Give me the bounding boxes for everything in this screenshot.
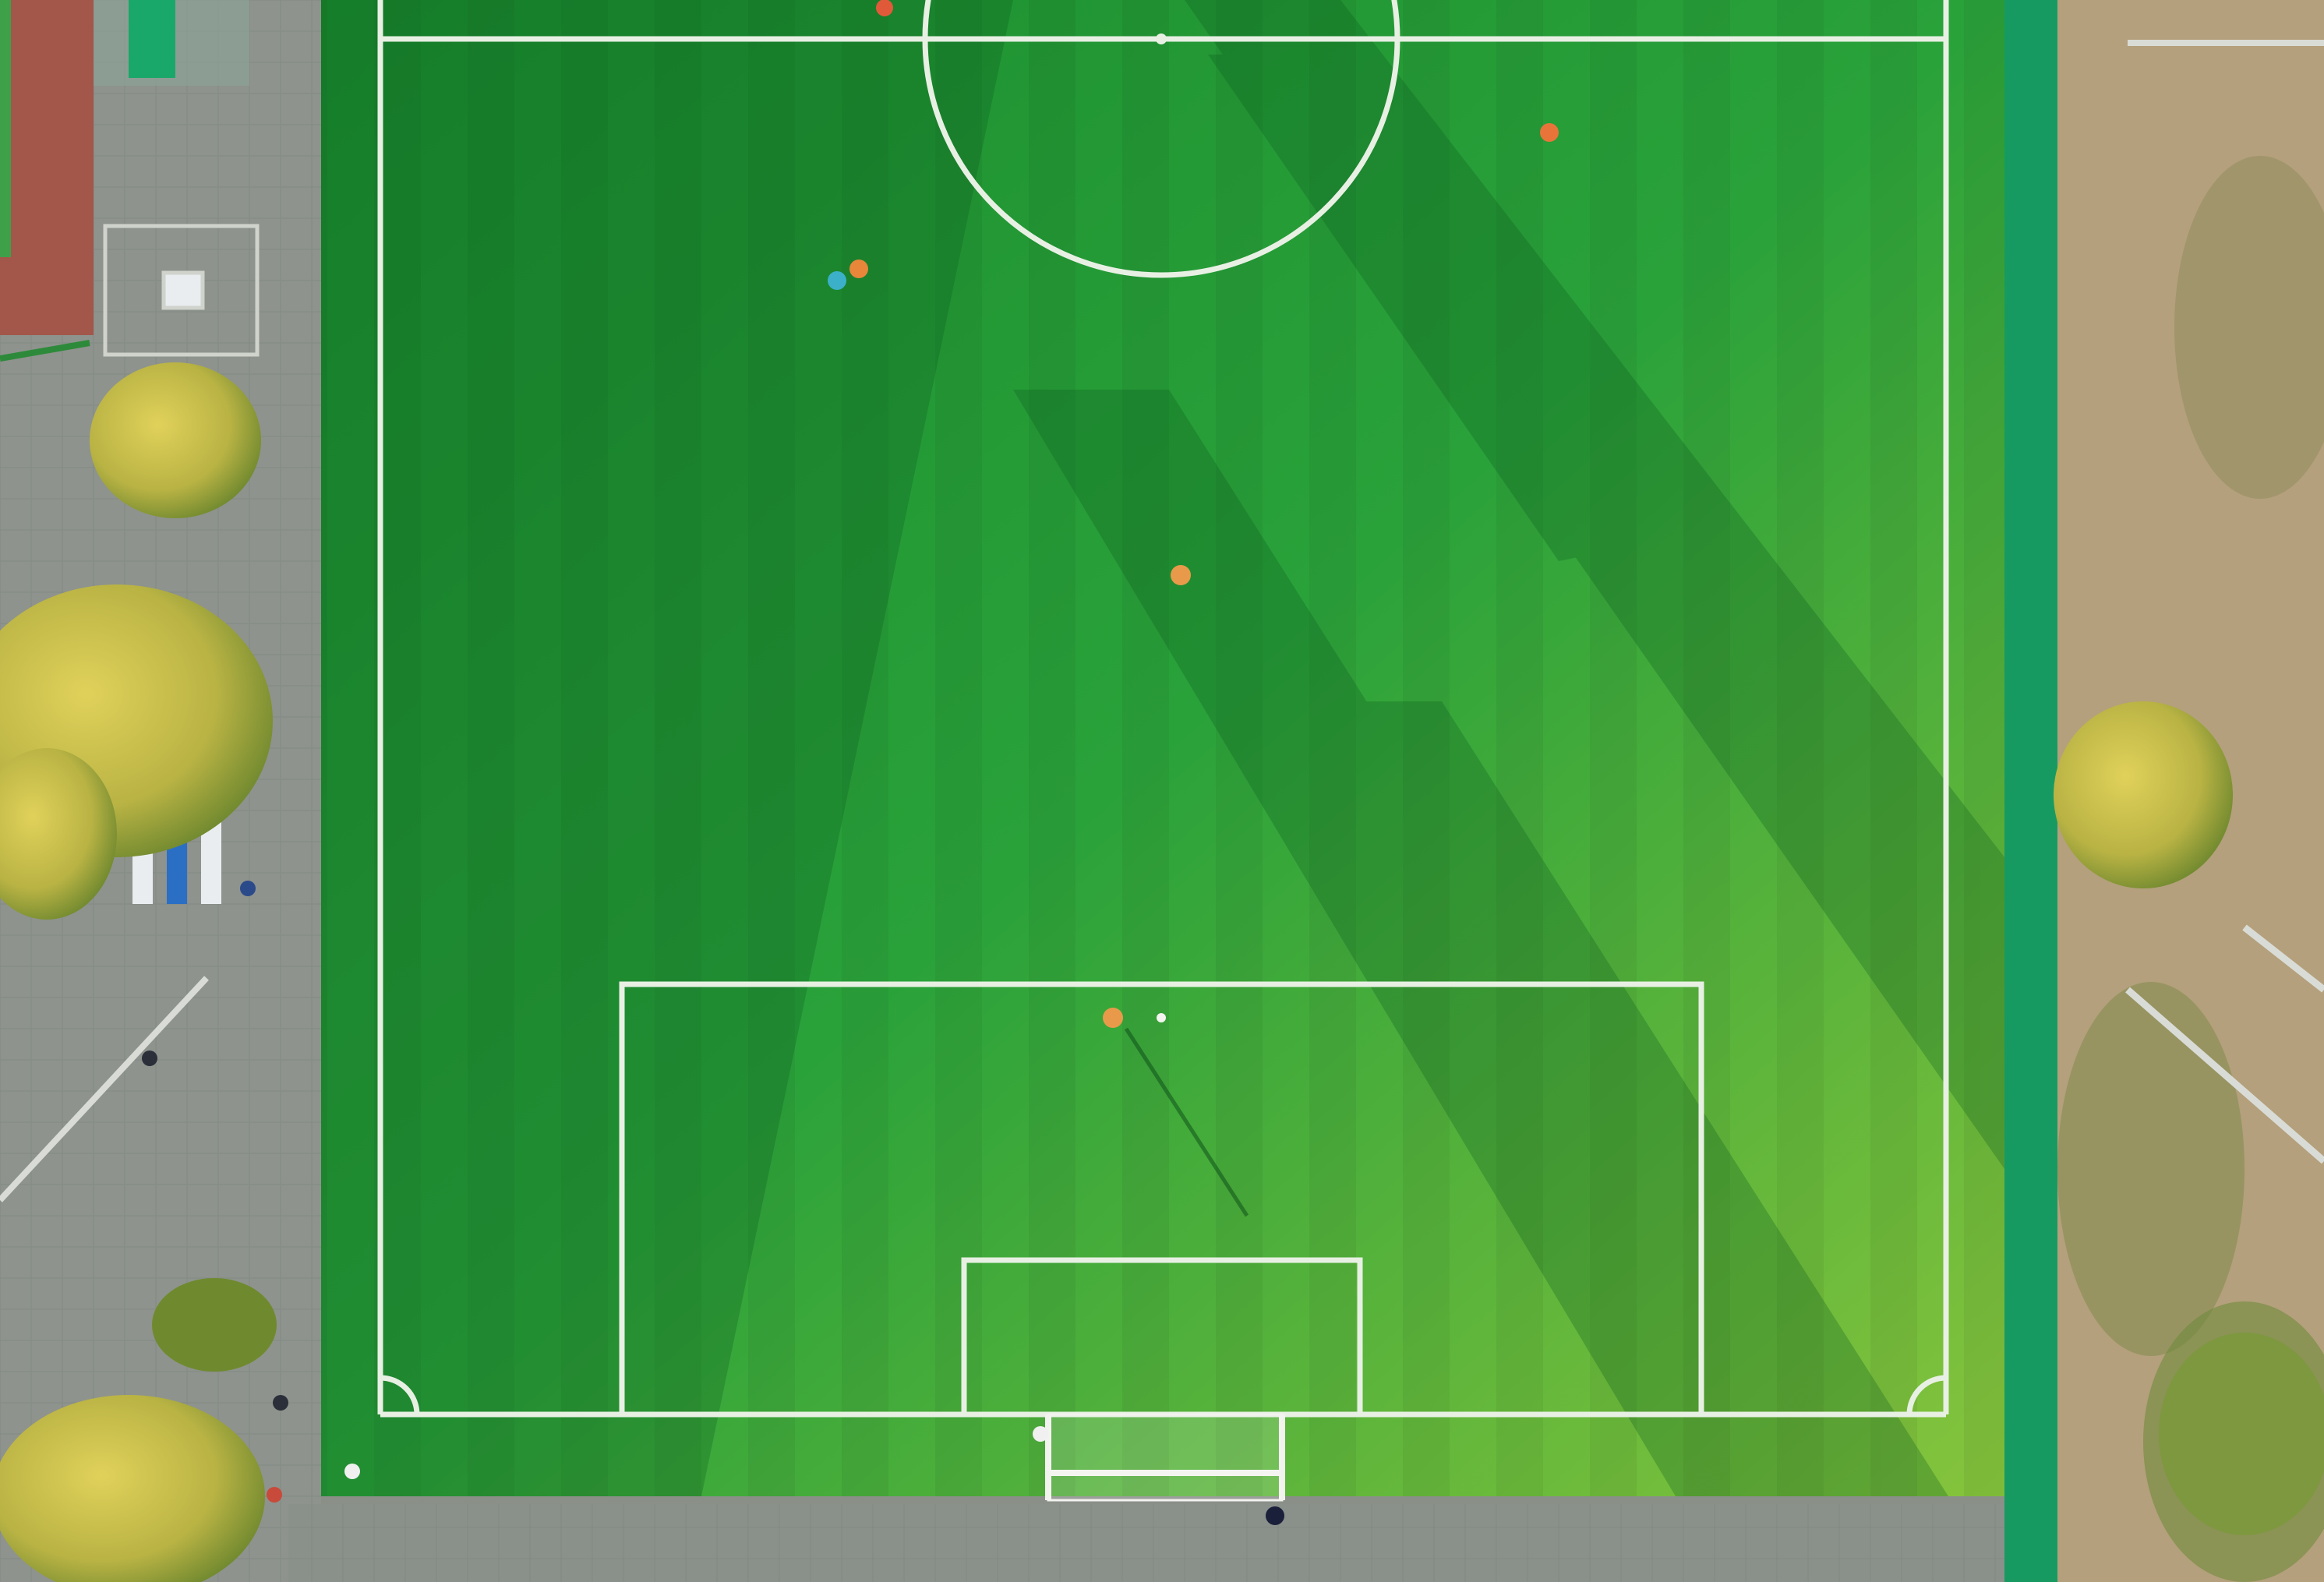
tree — [152, 1278, 277, 1372]
person — [142, 1051, 157, 1066]
player — [828, 271, 846, 290]
track-infield — [0, 0, 11, 257]
ball — [1157, 1013, 1166, 1022]
tree — [90, 362, 261, 518]
person — [240, 881, 256, 896]
person — [267, 1487, 282, 1503]
player — [876, 0, 893, 16]
goal — [1048, 1414, 1282, 1500]
player — [849, 260, 868, 278]
person — [1033, 1426, 1048, 1442]
green-net — [129, 0, 175, 78]
player — [1540, 123, 1559, 142]
person — [273, 1395, 288, 1411]
turf-field — [321, 0, 2004, 1496]
person — [1266, 1506, 1284, 1525]
center-spot — [1156, 34, 1167, 44]
player — [1103, 1008, 1123, 1028]
tree — [2054, 701, 2233, 888]
tree — [2159, 1333, 2324, 1535]
running-track — [0, 0, 94, 335]
person — [344, 1464, 360, 1479]
player — [1171, 565, 1191, 585]
green-fence — [2004, 0, 2057, 1582]
